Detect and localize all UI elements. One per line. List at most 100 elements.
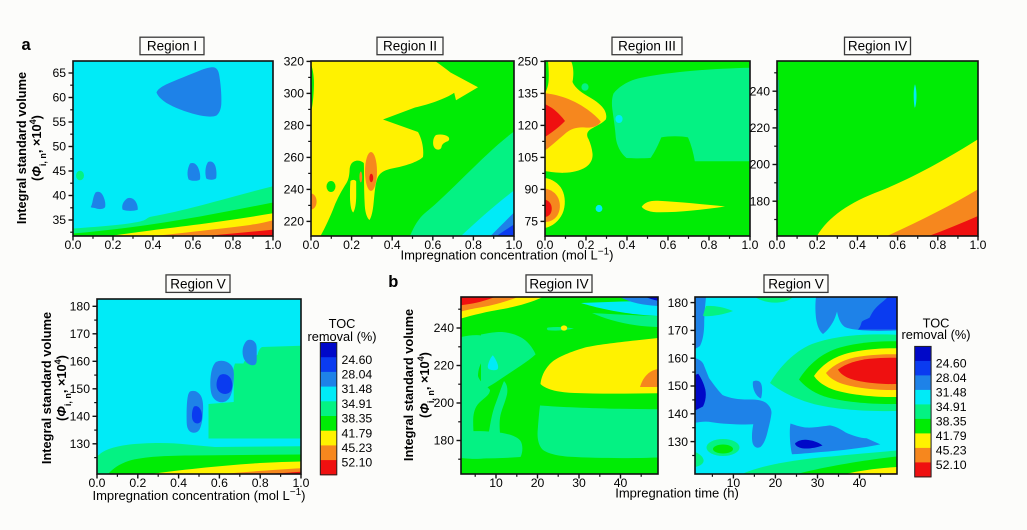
svg-text:0.0: 0.0 (537, 238, 554, 252)
svg-text:41.79: 41.79 (342, 426, 373, 440)
svg-text:220: 220 (750, 121, 771, 135)
svg-text:a: a (22, 36, 32, 54)
svg-text:0.2: 0.2 (105, 238, 122, 252)
svg-text:280: 280 (284, 119, 305, 133)
svg-text:150: 150 (70, 382, 91, 396)
svg-text:0.8: 0.8 (225, 238, 242, 252)
svg-text:30: 30 (572, 476, 586, 490)
svg-text:20: 20 (531, 476, 545, 490)
svg-text:Integral standard volume: Integral standard volume (401, 309, 416, 461)
svg-text:0.8: 0.8 (465, 238, 482, 252)
svg-text:1.0: 1.0 (506, 238, 523, 252)
svg-text:0.0: 0.0 (89, 476, 106, 490)
svg-text:Region II: Region II (383, 39, 437, 54)
svg-text:Impregnation concentration (mo: Impregnation concentration (mol L−1) (400, 246, 613, 263)
svg-text:0.2: 0.2 (343, 238, 360, 252)
svg-text:TOC: TOC (923, 316, 950, 331)
svg-text:0.6: 0.6 (889, 238, 906, 252)
svg-text:b: b (388, 273, 398, 291)
svg-text:removal (%): removal (%) (902, 327, 971, 342)
svg-text:38.35: 38.35 (936, 415, 967, 429)
svg-text:240: 240 (284, 183, 305, 197)
svg-text:320: 320 (284, 55, 305, 69)
svg-text:0.2: 0.2 (578, 238, 595, 252)
svg-text:45: 45 (52, 164, 66, 178)
svg-text:220: 220 (284, 215, 305, 229)
svg-text:30: 30 (811, 476, 825, 490)
svg-text:0.6: 0.6 (185, 238, 202, 252)
svg-text:0.6: 0.6 (211, 476, 228, 490)
svg-text:Integral standard volume: Integral standard volume (14, 72, 29, 224)
svg-text:0.4: 0.4 (170, 476, 187, 490)
svg-text:34.91: 34.91 (936, 400, 967, 414)
svg-text:170: 170 (70, 327, 91, 341)
svg-text:0.8: 0.8 (701, 238, 718, 252)
svg-text:28.04: 28.04 (342, 368, 373, 382)
svg-text:180: 180 (70, 300, 91, 314)
svg-text:180: 180 (750, 194, 771, 208)
svg-text:0.4: 0.4 (145, 238, 162, 252)
svg-text:300: 300 (284, 87, 305, 101)
svg-text:40: 40 (614, 476, 628, 490)
svg-text:0.0: 0.0 (303, 238, 320, 252)
svg-text:31.48: 31.48 (342, 382, 373, 396)
svg-text:160: 160 (70, 355, 91, 369)
svg-text:75: 75 (524, 215, 538, 229)
svg-text:removal (%): removal (%) (308, 329, 377, 344)
svg-text:24.60: 24.60 (936, 357, 967, 371)
svg-text:0.4: 0.4 (849, 238, 866, 252)
svg-text:0.6: 0.6 (660, 238, 677, 252)
svg-text:0.8: 0.8 (252, 476, 269, 490)
svg-text:Region V: Region V (170, 276, 226, 291)
svg-text:TOC: TOC (329, 316, 356, 331)
svg-text:24.60: 24.60 (342, 353, 373, 367)
svg-text:200: 200 (750, 158, 771, 172)
svg-text:105: 105 (518, 151, 539, 165)
svg-text:60: 60 (52, 91, 66, 105)
svg-text:140: 140 (668, 407, 689, 421)
svg-text:0.4: 0.4 (619, 238, 636, 252)
svg-text:240: 240 (750, 84, 771, 98)
svg-text:Impregnation time (h): Impregnation time (h) (615, 486, 739, 501)
svg-text:10: 10 (727, 476, 741, 490)
svg-text:130: 130 (70, 437, 91, 451)
svg-text:0.2: 0.2 (129, 476, 146, 490)
svg-text:160: 160 (668, 351, 689, 365)
svg-text:0.6: 0.6 (424, 238, 441, 252)
svg-text:0.0: 0.0 (769, 238, 786, 252)
svg-text:Integral standard volume: Integral standard volume (39, 312, 54, 464)
svg-text:10: 10 (489, 476, 503, 490)
svg-text:260: 260 (284, 151, 305, 165)
svg-text:200: 200 (434, 396, 455, 410)
svg-text:140: 140 (70, 410, 91, 424)
svg-text:38.35: 38.35 (342, 412, 373, 426)
svg-text:120: 120 (518, 119, 539, 133)
svg-text:0.4: 0.4 (384, 238, 401, 252)
svg-text:1.0: 1.0 (265, 238, 282, 252)
svg-text:52.10: 52.10 (342, 456, 373, 470)
svg-text:55: 55 (52, 115, 66, 129)
svg-text:250: 250 (518, 55, 539, 69)
svg-text:Impregnation concentration (mo: Impregnation concentration (mol L−1) (92, 487, 305, 504)
svg-text:45.23: 45.23 (342, 441, 373, 455)
svg-text:1.0: 1.0 (293, 476, 310, 490)
svg-text:Region V: Region V (768, 276, 824, 291)
svg-text:40: 40 (853, 476, 867, 490)
svg-text:31.48: 31.48 (936, 386, 967, 400)
svg-text:Region IV: Region IV (529, 276, 588, 291)
svg-text:Region III: Region III (618, 39, 676, 54)
svg-text:135: 135 (518, 87, 539, 101)
svg-text:240: 240 (434, 321, 455, 335)
svg-text:1.0: 1.0 (970, 238, 987, 252)
svg-text:35: 35 (52, 213, 66, 227)
svg-text:20: 20 (769, 476, 783, 490)
svg-text:0.2: 0.2 (809, 238, 826, 252)
svg-text:0.0: 0.0 (65, 238, 82, 252)
svg-text:65: 65 (52, 66, 66, 80)
svg-text:180: 180 (668, 296, 689, 310)
svg-text:220: 220 (434, 359, 455, 373)
svg-text:45.23: 45.23 (936, 444, 967, 458)
svg-text:90: 90 (524, 183, 538, 197)
svg-text:Region I: Region I (147, 39, 197, 54)
svg-text:41.79: 41.79 (936, 429, 967, 443)
